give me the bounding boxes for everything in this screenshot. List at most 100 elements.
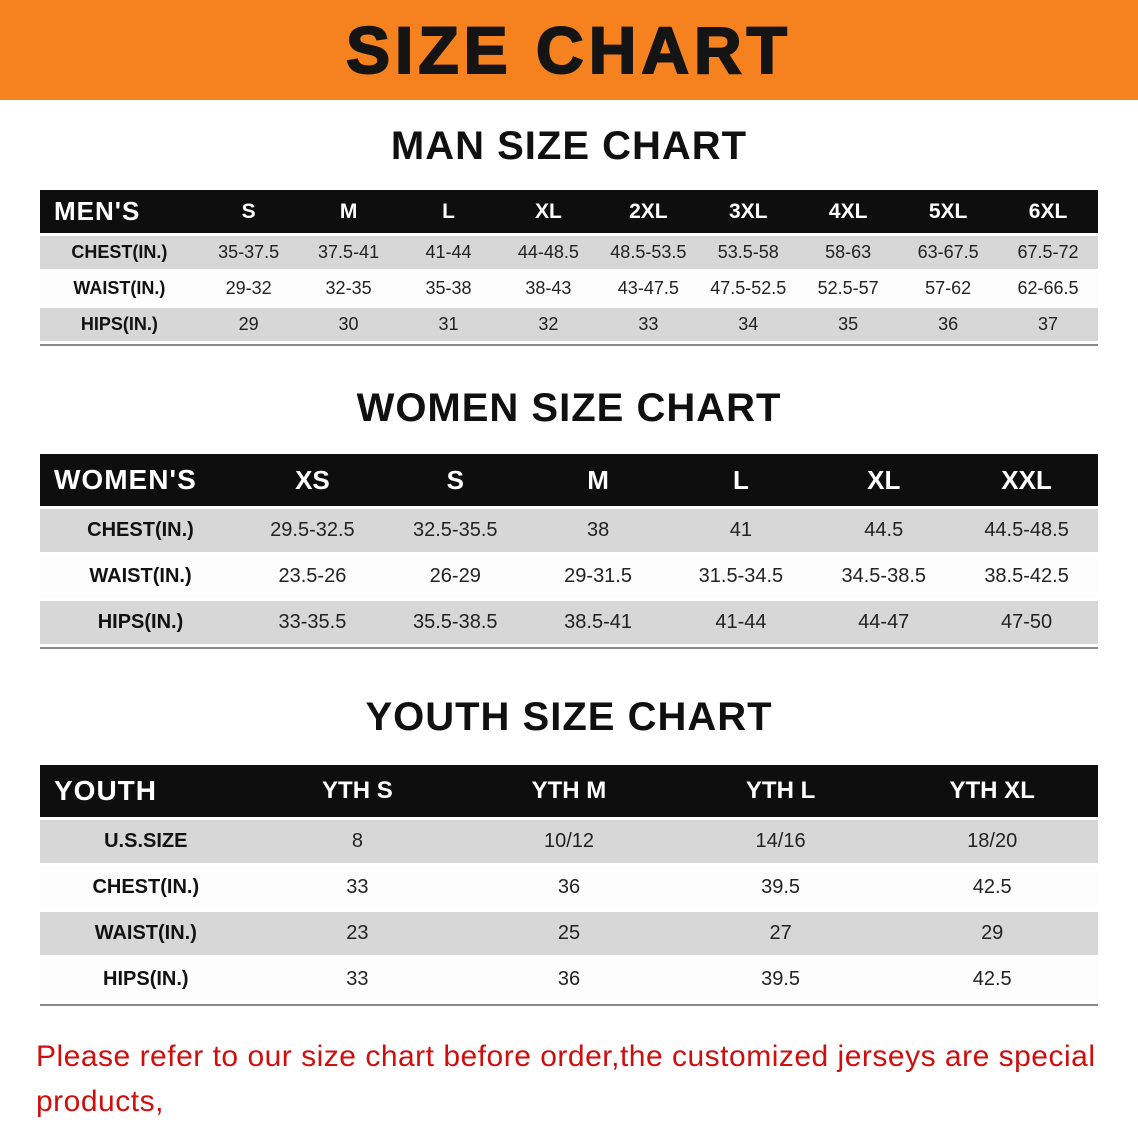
youth-size-header: YTH M bbox=[531, 777, 607, 804]
men-value-cell: 32 bbox=[538, 314, 559, 334]
youth-value-cell: 39.5 bbox=[761, 876, 801, 898]
youth-size-section: YOUTH SIZE CHART YOUTH YTH S YTH M YTH L YTH… bbox=[0, 695, 1138, 1006]
women-row-label: CHEST(IN.) bbox=[87, 519, 194, 541]
women-size-header: L bbox=[732, 464, 749, 495]
youth-value-cell: 33 bbox=[346, 876, 369, 898]
women-section-heading: WOMEN SIZE CHART bbox=[356, 386, 782, 430]
women-value-cell: 41-44 bbox=[715, 611, 767, 633]
men-value-cell: 38-43 bbox=[525, 278, 572, 298]
women-value-cell: 38 bbox=[586, 519, 610, 541]
youth-value-cell: 42.5 bbox=[972, 876, 1012, 898]
youth-value-cell: 39.5 bbox=[761, 968, 801, 990]
youth-value-cell: 14/16 bbox=[755, 830, 806, 852]
men-value-cell: 37 bbox=[1038, 314, 1059, 334]
youth-value-cell: 18/20 bbox=[967, 830, 1018, 852]
youth-size-header: YTH XL bbox=[949, 777, 1035, 804]
women-data-row: HIPS(IN.) 33-35.5 35.5-38.5 38.5-41 41-44 44-… bbox=[40, 601, 1098, 644]
men-size-header: M bbox=[339, 199, 358, 223]
women-row-label: WAIST(IN.) bbox=[89, 565, 192, 587]
men-value-cell: 37.5-41 bbox=[318, 242, 380, 262]
youth-value-cell: 33 bbox=[346, 968, 369, 990]
men-size-header: 5XL bbox=[928, 199, 968, 223]
women-value-cell: 38.5-42.5 bbox=[984, 565, 1069, 587]
youth-row-label: U.S.SIZE bbox=[104, 830, 188, 852]
men-value-cell: 32-35 bbox=[325, 278, 372, 298]
women-row-label: HIPS(IN.) bbox=[97, 611, 184, 633]
men-row-label: WAIST(IN.) bbox=[73, 278, 166, 298]
women-size-header: XL bbox=[867, 464, 901, 495]
men-size-section: MAN SIZE CHART MEN'S S M L XL 2XL 3XL 4XL 5XL 6XL… bbox=[0, 124, 1138, 346]
men-value-cell: 44-48.5 bbox=[517, 242, 579, 262]
men-value-cell: 63-67.5 bbox=[917, 242, 979, 262]
youth-size-header: YTH S bbox=[322, 777, 393, 804]
footer-note-line-1: Please refer to our size chart before or… bbox=[36, 1040, 1096, 1118]
men-size-header: 4XL bbox=[828, 199, 868, 223]
men-row-label: CHEST(IN.) bbox=[71, 242, 168, 262]
youth-data-row: CHEST(IN.) 33 36 39.5 42.5 bbox=[40, 866, 1098, 909]
men-value-cell: 35-37.5 bbox=[218, 242, 280, 262]
men-size-header: 2XL bbox=[629, 199, 668, 223]
men-value-cell: 35 bbox=[838, 314, 859, 334]
youth-value-cell: 8 bbox=[351, 830, 363, 852]
youth-value-cell: 27 bbox=[769, 922, 792, 944]
women-data-row: CHEST(IN.) 29.5-32.5 32.5-35.5 38 41 44.5 44.5… bbox=[40, 509, 1098, 552]
youth-value-cell: 25 bbox=[557, 922, 581, 944]
youth-row-label: HIPS(IN.) bbox=[103, 968, 189, 990]
men-value-cell: 62-66.5 bbox=[1017, 278, 1079, 298]
men-value-cell: 48.5-53.5 bbox=[610, 242, 687, 262]
youth-value-cell: 36 bbox=[557, 968, 581, 990]
youth-value-cell: 36 bbox=[557, 876, 581, 898]
women-value-cell: 26-29 bbox=[429, 565, 481, 587]
youth-row-label: WAIST(IN.) bbox=[94, 922, 197, 944]
women-table-title: WOMEN'S bbox=[54, 464, 197, 495]
footer-note-line-2: we don't accept cancel, change, teturn o… bbox=[36, 1124, 1138, 1132]
men-value-cell: 29-32 bbox=[225, 278, 272, 298]
men-value-cell: 58-63 bbox=[825, 242, 872, 262]
women-value-cell: 31.5-34.5 bbox=[698, 565, 784, 587]
men-data-row: WAIST(IN.) 29-32 32-35 35-38 38-43 43-47.5 47.… bbox=[40, 272, 1098, 305]
women-data-row: WAIST(IN.) 23.5-26 26-29 29-31.5 31.5-34.5 34… bbox=[40, 555, 1098, 598]
men-value-cell: 53.5-58 bbox=[717, 242, 779, 262]
men-data-row: CHEST(IN.) 35-37.5 37.5-41 41-44 44-48.5 48.5… bbox=[40, 236, 1098, 269]
size-chart-banner: SIZE CHART bbox=[0, 0, 1138, 100]
women-value-cell: 32.5-35.5 bbox=[413, 519, 498, 541]
women-size-section: WOMEN SIZE CHART WOMEN'S XS S M L XL XXL CHEST(… bbox=[0, 386, 1138, 649]
youth-value-cell: 23 bbox=[346, 922, 369, 944]
women-value-cell: 23.5-26 bbox=[278, 565, 347, 587]
women-value-cell: 41 bbox=[729, 519, 753, 541]
men-size-header: S bbox=[241, 199, 256, 223]
men-size-header: 6XL bbox=[1028, 199, 1068, 223]
men-value-cell: 67.5-72 bbox=[1017, 242, 1079, 262]
women-value-cell: 29.5-32.5 bbox=[270, 519, 355, 541]
women-value-cell: 34.5-38.5 bbox=[841, 565, 926, 587]
youth-value-cell: 42.5 bbox=[972, 968, 1012, 990]
women-header-row: WOMEN'S XS S M L XL XXL bbox=[40, 454, 1098, 506]
men-value-cell: 36 bbox=[938, 314, 959, 334]
women-value-cell: 38.5-41 bbox=[564, 611, 632, 633]
men-size-header: XL bbox=[534, 199, 562, 223]
youth-row-label: CHEST(IN.) bbox=[92, 876, 200, 898]
youth-size-header: YTH L bbox=[745, 777, 816, 804]
men-table-title: MEN'S bbox=[54, 196, 141, 226]
youth-value-cell: 10/12 bbox=[543, 830, 595, 852]
women-value-cell: 44.5 bbox=[864, 519, 904, 541]
women-value-cell: 44-47 bbox=[858, 611, 910, 633]
men-size-table: MEN'S S M L XL 2XL 3XL 4XL 5XL 6XL CHEST(IN.) 35-37… bbox=[40, 187, 1098, 346]
men-value-cell: 52.5-57 bbox=[817, 278, 879, 298]
banner-title: SIZE CHART bbox=[345, 12, 792, 88]
men-value-cell: 34 bbox=[738, 314, 759, 334]
women-value-cell: 29-31.5 bbox=[564, 565, 632, 587]
men-size-header: L bbox=[442, 199, 455, 223]
men-value-cell: 41-44 bbox=[425, 242, 472, 262]
women-value-cell: 35.5-38.5 bbox=[413, 611, 498, 633]
men-value-cell: 33 bbox=[638, 314, 659, 334]
men-value-cell: 31 bbox=[438, 314, 459, 334]
youth-data-row: WAIST(IN.) 23 25 27 29 bbox=[40, 912, 1098, 955]
youth-header-row: YOUTH YTH S YTH M YTH L YTH XL bbox=[40, 765, 1098, 817]
women-value-cell: 44.5-48.5 bbox=[984, 519, 1069, 541]
women-size-header: XS bbox=[295, 464, 330, 495]
men-size-header: 3XL bbox=[729, 199, 768, 223]
women-size-header: XXL bbox=[1001, 464, 1052, 495]
men-value-cell: 30 bbox=[338, 314, 359, 334]
